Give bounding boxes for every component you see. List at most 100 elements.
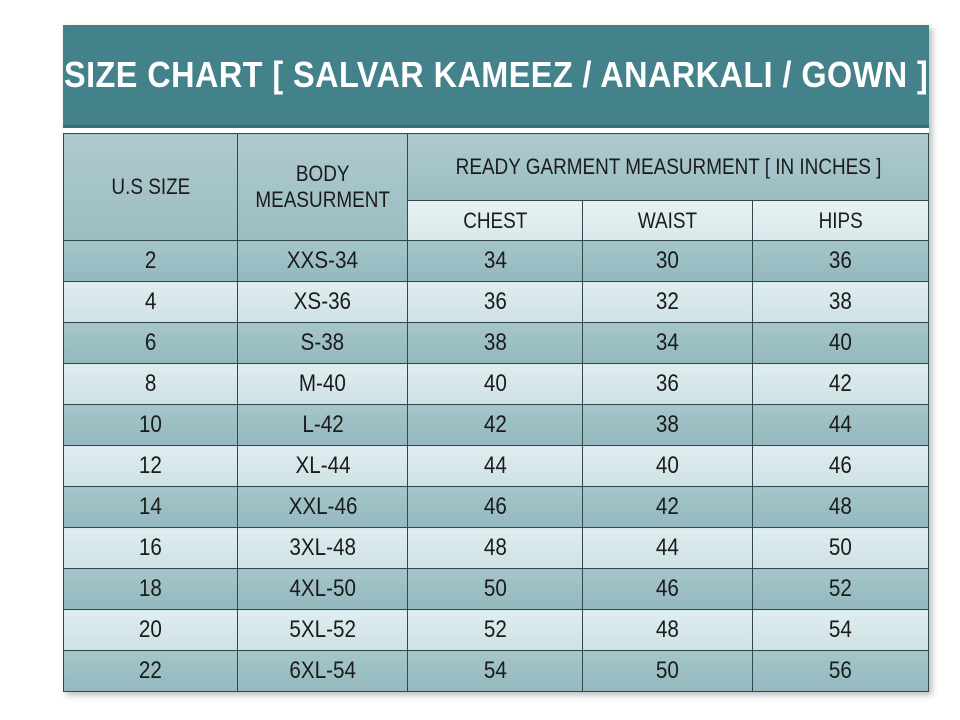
col-header-waist: WAIST [581, 200, 754, 241]
size-chart-sheet: SIZE CHART [ SALVAR KAMEEZ / ANARKALI / … [63, 25, 929, 692]
table-row: 14 XXL-46 46 42 48 [63, 486, 929, 528]
chart-title-bar: SIZE CHART [ SALVAR KAMEEZ / ANARKALI / … [63, 25, 929, 128]
cell-text: 48 [656, 616, 680, 643]
cell-text: 42 [656, 493, 680, 520]
cell-body-measurement: XS-36 [236, 281, 409, 323]
cell-text: 10 [138, 411, 162, 438]
cell-text: 38 [656, 411, 680, 438]
cell-text: 56 [829, 657, 853, 684]
cell-text: 6XL-54 [289, 657, 356, 684]
cell-body-measurement: 3XL-48 [236, 527, 409, 569]
cell-text: 44 [483, 452, 507, 479]
cell-text: 50 [483, 575, 507, 602]
cell-waist: 30 [581, 240, 754, 282]
cell-body-measurement: XXS-34 [236, 240, 409, 282]
cell-waist: 34 [581, 322, 754, 364]
title-separator [63, 128, 929, 133]
cell-text: 44 [656, 534, 680, 561]
cell-waist: 40 [581, 445, 754, 487]
cell-text: 14 [138, 493, 162, 520]
col-header-body-measurement: BODY MEASURMENT [236, 133, 409, 241]
cell-chest: 34 [407, 240, 583, 282]
col-header-chest: CHEST [407, 200, 583, 241]
header-row-sub: CHEST WAIST HIPS [64, 200, 929, 241]
cell-text: 4 [144, 288, 157, 315]
header-text: WAIST [638, 207, 698, 233]
cell-text: 4XL-50 [289, 575, 356, 602]
table-row: 20 5XL-52 52 48 54 [63, 609, 929, 651]
cell-waist: 42 [581, 486, 754, 528]
chart-title: SIZE CHART [ SALVAR KAMEEZ / ANARKALI / … [63, 54, 929, 95]
cell-waist: 48 [581, 609, 754, 651]
cell-text: XL-44 [295, 452, 351, 479]
cell-text: 46 [656, 575, 680, 602]
cell-text: 36 [656, 370, 680, 397]
cell-text: 12 [138, 452, 162, 479]
cell-text: 18 [138, 575, 162, 602]
cell-chest: 36 [407, 281, 583, 323]
cell-text: 40 [829, 329, 853, 356]
cell-chest: 48 [407, 527, 583, 569]
cell-hips: 38 [752, 281, 929, 323]
cell-text: 22 [138, 657, 162, 684]
cell-text: 50 [829, 534, 853, 561]
cell-chest: 52 [407, 609, 583, 651]
cell-text: 34 [483, 247, 507, 274]
cell-us-size: 16 [63, 527, 238, 569]
col-header-us-size: U.S SIZE [63, 133, 238, 241]
cell-text: L-42 [301, 411, 344, 438]
cell-text: 54 [829, 616, 853, 643]
cell-text: 38 [829, 288, 853, 315]
cell-body-measurement: 4XL-50 [236, 568, 409, 610]
cell-hips: 52 [752, 568, 929, 610]
cell-body-measurement: M-40 [236, 363, 409, 405]
header-text: READY GARMENT MEASURMENT [ IN INCHES ] [455, 154, 882, 179]
header-text: BODY MEASURMENT [255, 161, 390, 212]
cell-hips: 50 [752, 527, 929, 569]
cell-hips: 36 [752, 240, 929, 282]
table-row: 6 S-38 38 34 40 [63, 322, 929, 364]
cell-us-size: 8 [63, 363, 238, 405]
cell-text: 16 [138, 534, 162, 561]
size-table: U.S SIZE BODY MEASURMENT READY GARMENT M… [63, 133, 929, 692]
table-row: 22 6XL-54 54 50 56 [63, 650, 929, 692]
cell-waist: 50 [581, 650, 754, 692]
cell-text: 40 [483, 370, 507, 397]
cell-hips: 42 [752, 363, 929, 405]
cell-text: 6 [144, 329, 157, 356]
table-row: 10 L-42 42 38 44 [63, 404, 929, 446]
cell-chest: 44 [407, 445, 583, 487]
cell-body-measurement: XXL-46 [236, 486, 409, 528]
cell-waist: 36 [581, 363, 754, 405]
cell-text: 5XL-52 [289, 616, 356, 643]
cell-text: 36 [483, 288, 507, 315]
cell-us-size: 20 [63, 609, 238, 651]
cell-text: 48 [829, 493, 853, 520]
cell-us-size: 4 [63, 281, 238, 323]
cell-text: 34 [656, 329, 680, 356]
header-text: CHEST [463, 207, 528, 233]
cell-body-measurement: 6XL-54 [236, 650, 409, 692]
cell-text: 3XL-48 [289, 534, 356, 561]
cell-waist: 46 [581, 568, 754, 610]
cell-text: 8 [144, 370, 157, 397]
cell-text: XXS-34 [286, 247, 359, 274]
cell-text: XXL-46 [288, 493, 357, 520]
cell-hips: 48 [752, 486, 929, 528]
cell-text: 38 [483, 329, 507, 356]
cell-text: 46 [483, 493, 507, 520]
cell-us-size: 18 [63, 568, 238, 610]
cell-chest: 46 [407, 486, 583, 528]
cell-us-size: 10 [63, 404, 238, 446]
cell-waist: 44 [581, 527, 754, 569]
cell-text: 36 [829, 247, 853, 274]
col-group-ready-garment: READY GARMENT MEASURMENT [ IN INCHES ] [407, 133, 929, 201]
cell-text: 50 [656, 657, 680, 684]
table-row: 8 M-40 40 36 42 [63, 363, 929, 405]
table-row: 18 4XL-50 50 46 52 [63, 568, 929, 610]
cell-text: 42 [829, 370, 853, 397]
cell-hips: 40 [752, 322, 929, 364]
cell-text: 2 [144, 247, 157, 274]
cell-text: 42 [483, 411, 507, 438]
cell-text: 52 [483, 616, 507, 643]
